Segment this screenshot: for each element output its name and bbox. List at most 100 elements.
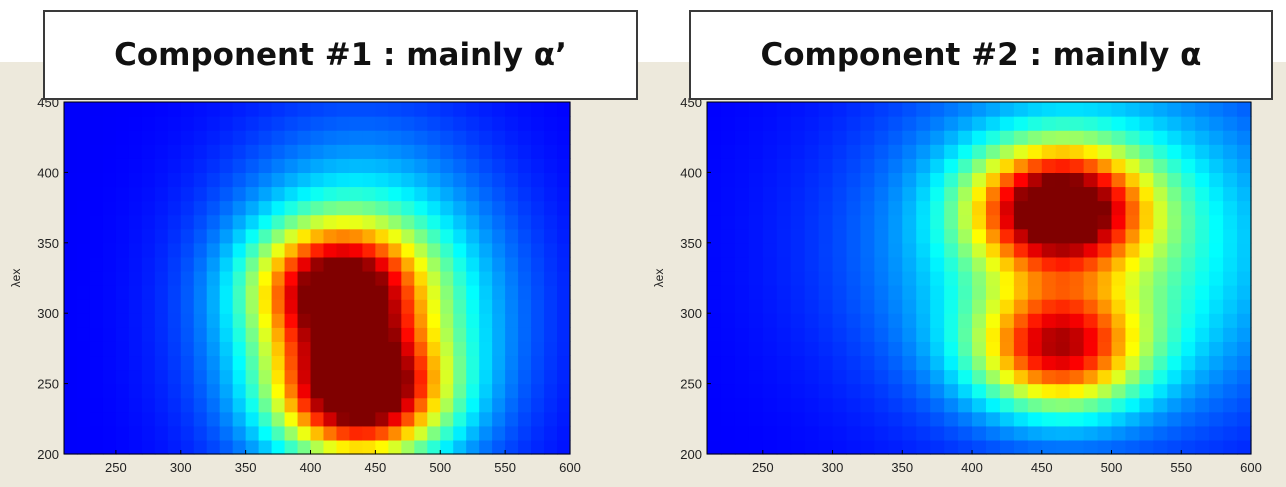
heatmap-cell <box>76 439 91 455</box>
heatmap-cell <box>245 186 260 202</box>
heatmap-cell <box>1083 130 1099 145</box>
heatmap-cell <box>180 425 195 441</box>
heatmap-cell <box>167 144 182 159</box>
heatmap-cell <box>362 383 376 399</box>
heatmap-cell <box>89 186 104 202</box>
heatmap-cell <box>762 425 778 441</box>
heatmap-cell <box>440 158 454 173</box>
heatmap-cell <box>154 228 169 244</box>
heatmap-cell <box>440 186 454 202</box>
heatmap-cell <box>518 327 532 342</box>
heatmap-cell <box>64 214 78 230</box>
heatmap-cell <box>141 341 156 357</box>
heatmap-cell <box>89 313 104 328</box>
x-tick-label: 350 <box>891 460 913 475</box>
heatmap-cell <box>427 327 441 342</box>
heatmap-cell <box>762 130 778 145</box>
heatmap-cell <box>972 383 987 399</box>
heatmap-cell <box>89 214 104 230</box>
heatmap-cell <box>707 299 722 314</box>
heatmap-cell <box>902 102 917 117</box>
heatmap-cell <box>1111 439 1127 455</box>
heatmap-cell <box>1209 270 1224 286</box>
heatmap-cell <box>284 214 299 230</box>
heatmap-cell <box>874 186 889 202</box>
heatmap-cell <box>1237 383 1252 399</box>
heatmap-cell <box>427 130 441 145</box>
heatmap-cell <box>388 116 402 131</box>
heatmap-cell <box>1181 355 1196 371</box>
heatmap-cell <box>297 299 312 314</box>
heatmap-cell <box>1223 130 1238 145</box>
heatmap-cell <box>479 102 493 117</box>
heatmap-cell <box>720 327 736 342</box>
heatmap-cell <box>818 439 834 455</box>
component-2-title: Component #2 : mainly α <box>689 10 1273 100</box>
heatmap-cell <box>141 116 156 131</box>
heatmap-cell <box>362 158 376 173</box>
heatmap-cell <box>492 313 506 328</box>
heatmap-cell <box>180 242 195 258</box>
heatmap-cell <box>1139 256 1154 272</box>
heatmap-cell <box>776 130 792 145</box>
heatmap-cell <box>323 242 338 258</box>
heatmap-cell <box>1139 144 1154 159</box>
heatmap-cell <box>1111 214 1127 230</box>
heatmap-cell <box>888 228 903 244</box>
heatmap-cell <box>310 172 325 188</box>
heatmap-cell <box>102 313 117 328</box>
heatmap-cell <box>271 144 286 159</box>
heatmap-cell <box>999 144 1015 159</box>
heatmap-cell <box>531 102 545 117</box>
heatmap-cell <box>102 411 117 427</box>
heatmap-cell <box>776 186 792 202</box>
heatmap-cell <box>453 439 467 455</box>
heatmap-cell <box>76 102 91 117</box>
heatmap-cell <box>284 425 299 441</box>
heatmap-cell <box>1055 341 1071 357</box>
heatmap-cell <box>958 270 973 286</box>
heatmap-cell <box>972 186 987 202</box>
heatmap-cell <box>930 228 945 244</box>
heatmap-cell <box>128 102 143 117</box>
heatmap-cell <box>141 313 156 328</box>
heatmap-cell <box>1125 144 1141 159</box>
heatmap-cell <box>1111 144 1127 159</box>
heatmap-cell <box>310 439 325 455</box>
heatmap-cell <box>930 341 945 357</box>
heatmap-cell <box>860 116 875 131</box>
heatmap-cell <box>930 102 945 117</box>
heatmap-cell <box>944 270 959 286</box>
heatmap-cell <box>734 242 750 258</box>
heatmap-cell <box>846 355 862 371</box>
heatmap-cell <box>1055 256 1071 272</box>
heatmap-cell <box>401 397 415 413</box>
heatmap-cell <box>531 425 545 441</box>
heatmap-cell <box>128 285 143 300</box>
heatmap-cell <box>832 102 848 117</box>
heatmap-cell <box>310 186 325 202</box>
heatmap-cell <box>1209 186 1224 202</box>
heatmap-cell <box>128 439 143 455</box>
heatmap-cell <box>776 116 792 131</box>
heatmap-cell <box>115 425 130 441</box>
heatmap-cell <box>349 242 364 258</box>
heatmap-cell <box>479 397 493 413</box>
heatmap-cell <box>1167 327 1182 342</box>
heatmap-cell <box>193 383 208 399</box>
heatmap-cell <box>349 425 364 441</box>
heatmap-cell <box>505 397 519 413</box>
heatmap-cell <box>1111 270 1127 286</box>
heatmap-cell <box>1041 214 1057 230</box>
heatmap-cell <box>531 327 545 342</box>
heatmap-cell <box>284 299 299 314</box>
heatmap-cell <box>141 144 156 159</box>
heatmap-cell <box>1083 256 1099 272</box>
heatmap-cell <box>232 144 247 159</box>
heatmap-cell <box>999 158 1015 173</box>
heatmap-cell <box>492 172 506 188</box>
heatmap-cell <box>930 270 945 286</box>
heatmap-cell <box>804 256 820 272</box>
heatmap-cell <box>453 270 467 286</box>
heatmap-cell <box>1083 102 1099 117</box>
